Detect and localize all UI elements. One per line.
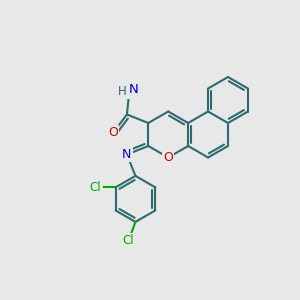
Text: O: O [163,151,173,164]
Text: Cl: Cl [90,181,101,194]
Text: O: O [108,126,118,140]
Text: N: N [128,83,138,96]
Text: N: N [122,148,132,161]
Text: H: H [125,85,134,98]
Text: H: H [118,85,127,98]
Text: Cl: Cl [123,234,134,247]
